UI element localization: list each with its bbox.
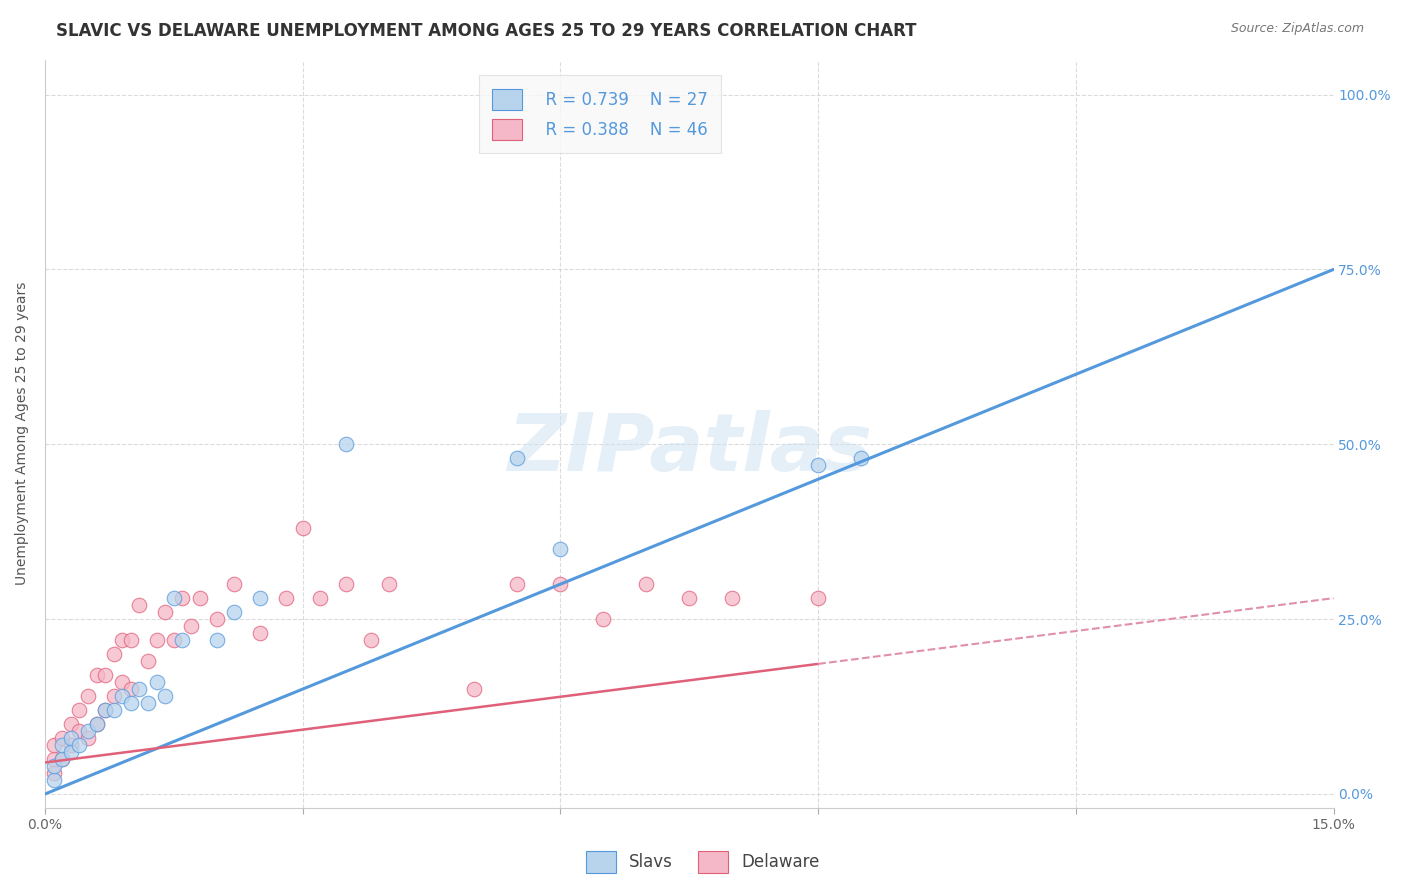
Legend:   R = 0.739    N = 27,   R = 0.388    N = 46: R = 0.739 N = 27, R = 0.388 N = 46 bbox=[478, 76, 721, 153]
Point bbox=[145, 675, 167, 690]
Point bbox=[67, 703, 90, 717]
Point bbox=[103, 689, 125, 703]
Point bbox=[249, 626, 271, 640]
Point bbox=[94, 703, 117, 717]
Point bbox=[120, 682, 142, 697]
Text: SLAVIC VS DELAWARE UNEMPLOYMENT AMONG AGES 25 TO 29 YEARS CORRELATION CHART: SLAVIC VS DELAWARE UNEMPLOYMENT AMONG AG… bbox=[56, 22, 917, 40]
Point bbox=[249, 591, 271, 606]
Point bbox=[155, 689, 177, 703]
Point bbox=[86, 668, 108, 682]
Point bbox=[42, 759, 65, 773]
Text: ZIPatlas: ZIPatlas bbox=[506, 409, 872, 488]
Point bbox=[128, 682, 150, 697]
Point bbox=[222, 605, 245, 619]
Point bbox=[205, 633, 228, 648]
Point bbox=[807, 458, 830, 473]
Point bbox=[274, 591, 297, 606]
Point bbox=[67, 738, 90, 752]
Point bbox=[136, 696, 159, 710]
Point bbox=[77, 689, 100, 703]
Legend: Slavs, Delaware: Slavs, Delaware bbox=[579, 845, 827, 880]
Text: Source: ZipAtlas.com: Source: ZipAtlas.com bbox=[1230, 22, 1364, 36]
Point bbox=[51, 731, 73, 745]
Point bbox=[550, 542, 572, 557]
Point bbox=[86, 717, 108, 731]
Point bbox=[51, 738, 73, 752]
Point bbox=[59, 717, 82, 731]
Point bbox=[77, 731, 100, 745]
Point bbox=[120, 696, 142, 710]
Point bbox=[42, 772, 65, 787]
Point bbox=[163, 591, 186, 606]
Point bbox=[463, 682, 485, 697]
Point bbox=[94, 703, 117, 717]
Y-axis label: Unemployment Among Ages 25 to 29 years: Unemployment Among Ages 25 to 29 years bbox=[15, 282, 30, 585]
Point bbox=[172, 633, 194, 648]
Point bbox=[103, 647, 125, 661]
Point bbox=[163, 633, 186, 648]
Point bbox=[721, 591, 744, 606]
Point bbox=[51, 752, 73, 766]
Point bbox=[67, 724, 90, 739]
Point bbox=[335, 577, 357, 591]
Point bbox=[592, 612, 614, 626]
Point bbox=[360, 633, 382, 648]
Point bbox=[59, 745, 82, 759]
Point bbox=[807, 591, 830, 606]
Point bbox=[636, 577, 658, 591]
Point bbox=[180, 619, 202, 633]
Point bbox=[136, 654, 159, 668]
Point bbox=[42, 766, 65, 780]
Point bbox=[678, 591, 700, 606]
Point bbox=[291, 521, 314, 535]
Point bbox=[155, 605, 177, 619]
Point bbox=[128, 598, 150, 612]
Point bbox=[94, 668, 117, 682]
Point bbox=[120, 633, 142, 648]
Point bbox=[377, 577, 399, 591]
Point bbox=[42, 738, 65, 752]
Point bbox=[86, 717, 108, 731]
Point bbox=[111, 689, 134, 703]
Point bbox=[172, 591, 194, 606]
Point bbox=[506, 577, 529, 591]
Point bbox=[42, 752, 65, 766]
Point bbox=[188, 591, 211, 606]
Point bbox=[59, 731, 82, 745]
Point bbox=[59, 738, 82, 752]
Point bbox=[111, 633, 134, 648]
Point bbox=[222, 577, 245, 591]
Point bbox=[205, 612, 228, 626]
Point bbox=[506, 451, 529, 466]
Point bbox=[145, 633, 167, 648]
Point bbox=[103, 703, 125, 717]
Point bbox=[77, 724, 100, 739]
Point bbox=[111, 675, 134, 690]
Point bbox=[308, 591, 330, 606]
Point bbox=[849, 451, 872, 466]
Point bbox=[550, 577, 572, 591]
Point bbox=[51, 752, 73, 766]
Point bbox=[335, 437, 357, 451]
